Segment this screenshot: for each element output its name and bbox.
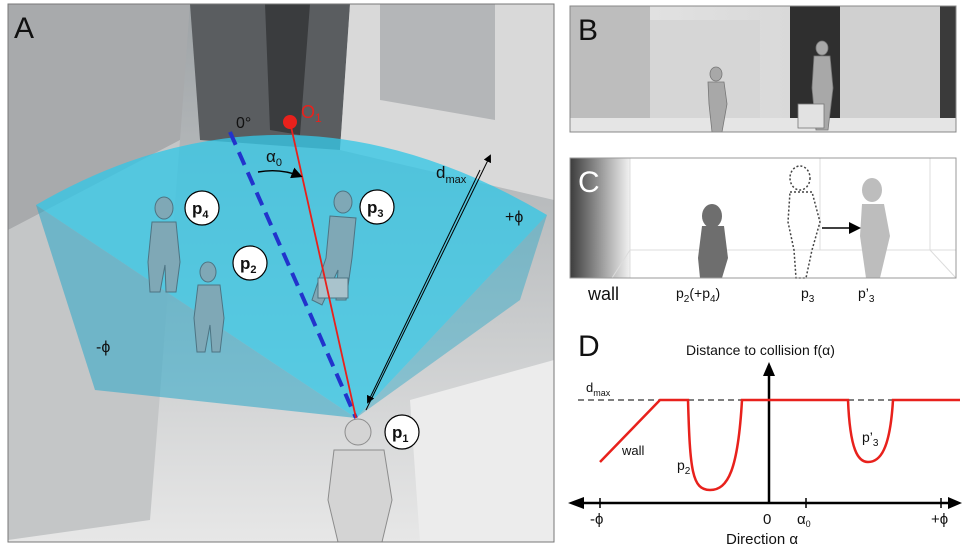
left-wall: [8, 4, 190, 230]
badge-p2: p2: [232, 245, 268, 281]
svg-text:p2: p2: [240, 254, 257, 276]
panel-c-background: [570, 158, 956, 278]
pedestrian-p4-body: [147, 221, 181, 293]
panel-c-letter: C: [578, 166, 600, 199]
panel-c-frame: [569, 157, 957, 279]
panel-b-frame: [569, 5, 957, 133]
panel-d-y-axis-title: Distance to collision f(α): [686, 342, 835, 358]
panel-b-left-wall: [570, 6, 650, 132]
panel-c-wall-gradient: [570, 158, 630, 278]
plus-phi-label: +ϕ: [505, 209, 523, 226]
dmax-label: dmax: [436, 163, 467, 186]
panel-c-p3-label: p3: [801, 285, 815, 305]
field-of-view-floor-right: [356, 215, 547, 418]
panel-b: B: [569, 5, 957, 133]
panel-c-wall-label: wall: [587, 284, 619, 304]
tick-label-minus-phi: -ϕ: [590, 511, 603, 528]
pedestrian-p2-body: [193, 284, 225, 353]
panel-b-right-wall: [840, 6, 940, 132]
door-opening: [265, 4, 310, 135]
panel-b-letter: B: [578, 14, 598, 47]
tick-label-zero: 0: [763, 511, 771, 528]
pedestrian-p3-bag: [317, 277, 349, 299]
pedestrian-p4-head: [154, 196, 174, 220]
panel-a: A O1 0° α0 dmax +ϕ -ϕ p1 p2 p3 p4: [7, 3, 555, 543]
tick-label-plus-phi: +ϕ: [931, 511, 948, 528]
goal-label: O1: [301, 102, 322, 125]
curve-label-p3-prime: p’3: [862, 429, 879, 449]
pedestrian-p2-head: [199, 261, 217, 283]
panel-c-p3-prime-silhouette: [860, 178, 890, 278]
curve-label-p2: p2: [677, 457, 691, 477]
panel-b-edge: [940, 6, 956, 132]
right-wall-block: [380, 4, 495, 120]
panel-d-x-axis-left-arrow: [568, 497, 584, 509]
svg-text:p1: p1: [392, 423, 409, 445]
dmax-arrow: [365, 154, 491, 411]
panel-c: C wall p2(+p4) p3 p’3: [569, 157, 957, 305]
panel-b-pedestrians: [707, 40, 834, 133]
minus-phi-label: -ϕ: [96, 339, 110, 356]
dmax-arrow-back: [367, 169, 481, 404]
pedestrian-p1-figure: [327, 418, 393, 543]
alpha0-label: α0: [266, 147, 282, 169]
panel-a-frame: [7, 3, 555, 543]
panel-d-letter: D: [578, 330, 600, 363]
panel-c-p3-outline: [787, 165, 821, 279]
badge-p1: p1: [384, 414, 420, 450]
svg-text:p4: p4: [192, 199, 209, 221]
pedestrian-figures: [147, 190, 357, 353]
panel-b-floor: [570, 118, 956, 132]
panel-d-x-axis-right-arrow: [948, 497, 962, 509]
panel-b-back-wall: [650, 20, 760, 118]
curve-label-wall: wall: [621, 443, 645, 458]
panel-c-p2-label: p2(+p4): [676, 285, 720, 305]
panel-d: D Distance to collision f(α) dmax -ϕ 0 α…: [568, 330, 962, 548]
zero-degree-label: 0°: [236, 115, 251, 132]
panel-d-dmax-label: dmax: [586, 380, 611, 398]
goal-marker: [283, 115, 297, 129]
badge-p4: p4: [184, 190, 220, 226]
panel-a-letter: A: [14, 12, 34, 45]
floor-right-lower: [410, 360, 554, 542]
collision-distance-curve: [599, 398, 960, 492]
panel-c-p3-prime-label: p’3: [858, 285, 875, 305]
alpha0-arc: [257, 167, 303, 179]
panel-d-x-axis-title: Direction α: [726, 531, 798, 548]
svg-text:p3: p3: [367, 198, 384, 220]
tick-label-alpha0: α0: [797, 511, 811, 529]
panel-d-y-axis-arrow: [763, 362, 775, 376]
pedestrian-p3-head: [333, 190, 353, 214]
panel-c-room-lines: [611, 158, 957, 279]
zero-degree-dashed-line: [228, 131, 358, 419]
badge-p3: p3: [359, 189, 395, 225]
panel-c-p2-silhouette: [698, 204, 728, 278]
